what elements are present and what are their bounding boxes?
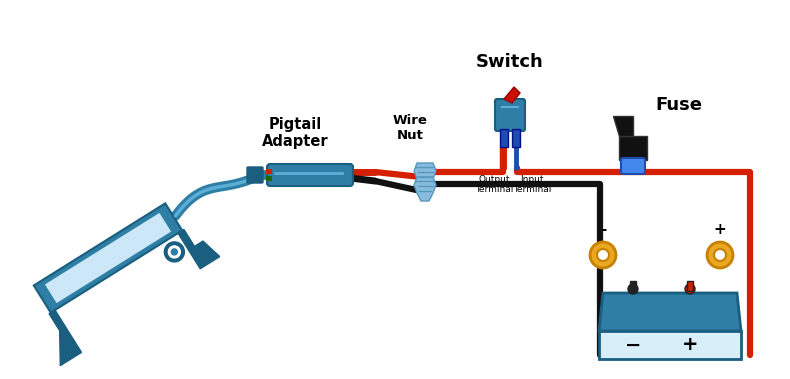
Polygon shape: [414, 163, 436, 187]
Polygon shape: [599, 293, 741, 331]
FancyBboxPatch shape: [621, 158, 645, 174]
Text: Wire
Nut: Wire Nut: [393, 114, 427, 142]
Polygon shape: [34, 204, 182, 313]
Circle shape: [707, 242, 733, 268]
Text: +: +: [713, 222, 726, 237]
Text: Input
Terminal: Input Terminal: [513, 175, 551, 194]
Text: -: -: [600, 222, 606, 237]
Bar: [512, 129, 520, 147]
Text: Output
Terminal: Output Terminal: [475, 175, 514, 194]
Bar: [630, 281, 636, 291]
Circle shape: [714, 249, 726, 261]
Circle shape: [685, 284, 695, 294]
Bar: [266, 169, 272, 174]
Polygon shape: [619, 136, 647, 160]
Polygon shape: [414, 177, 436, 201]
Polygon shape: [178, 229, 194, 250]
Circle shape: [590, 242, 616, 268]
Polygon shape: [189, 241, 220, 269]
Circle shape: [164, 242, 184, 262]
Bar: [266, 176, 272, 181]
FancyBboxPatch shape: [495, 99, 525, 131]
Text: Switch: Switch: [476, 53, 544, 71]
Text: Fuse: Fuse: [655, 96, 702, 114]
Circle shape: [168, 246, 180, 258]
Text: +: +: [682, 335, 698, 354]
Polygon shape: [49, 310, 66, 330]
Bar: [687, 281, 693, 291]
FancyBboxPatch shape: [247, 167, 263, 183]
Text: −: −: [625, 335, 641, 354]
Circle shape: [628, 284, 638, 294]
Text: Pigtail
Adapter: Pigtail Adapter: [261, 117, 329, 149]
Circle shape: [597, 249, 609, 261]
Polygon shape: [60, 327, 81, 366]
Polygon shape: [45, 213, 171, 303]
Polygon shape: [599, 331, 741, 359]
Polygon shape: [613, 116, 633, 136]
Circle shape: [171, 249, 178, 255]
Polygon shape: [504, 87, 520, 103]
FancyBboxPatch shape: [267, 164, 353, 186]
Bar: [500, 129, 508, 147]
